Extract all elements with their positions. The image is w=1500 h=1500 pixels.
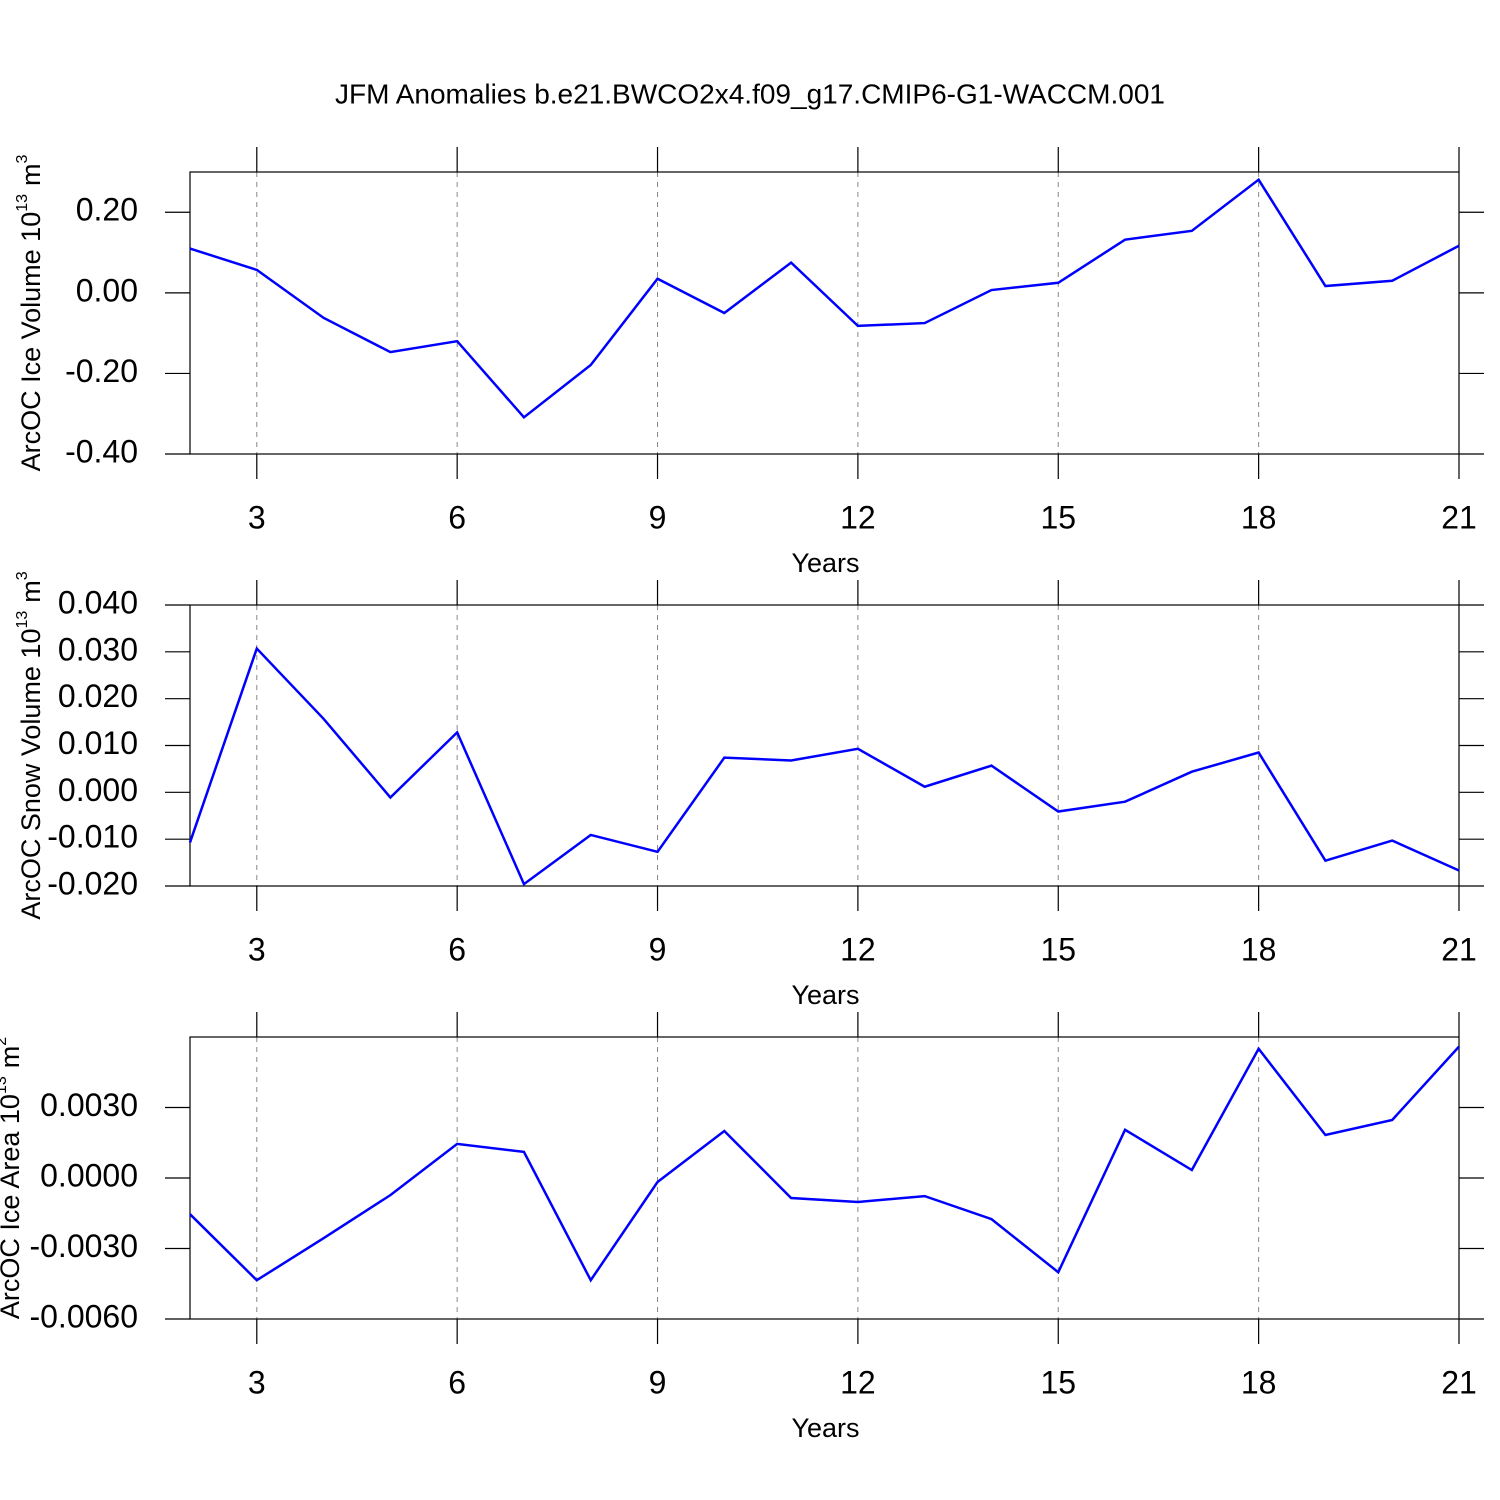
- x-tick-label: 9: [649, 499, 667, 535]
- y-axis-label-exponent: 13: [14, 194, 31, 212]
- y-tick-label: 0.0000: [40, 1157, 138, 1193]
- y-tick-label: 0.020: [58, 678, 138, 714]
- x-tick-label: 3: [248, 499, 266, 535]
- y-axis-label-unit: m: [0, 1046, 25, 1069]
- x-tick-label: 6: [448, 1364, 466, 1400]
- x-tick-label: 6: [448, 931, 466, 967]
- plot-frame: [189, 1036, 1460, 1320]
- x-tick-label: 21: [1441, 1364, 1477, 1400]
- x-tick-label: 12: [840, 499, 876, 535]
- y-axis-label-unit: m: [16, 580, 46, 603]
- x-tick-label: 15: [1040, 499, 1076, 535]
- y-axis-label: ArcOC Snow Volume 1013 m3: [14, 571, 46, 919]
- y-axis-label: ArcOC Ice Volume 1013 m3: [14, 154, 46, 471]
- x-axis-label: Years: [791, 980, 859, 1010]
- y-tick-label: -0.0060: [29, 1298, 138, 1334]
- y-axis-label: ArcOC Ice Area 1013 m2: [0, 1037, 25, 1319]
- x-tick-label: 9: [649, 1364, 667, 1400]
- x-tick-label: 18: [1241, 499, 1277, 535]
- x-tick-label: 15: [1040, 931, 1076, 967]
- y-tick-label: 0.20: [76, 192, 138, 228]
- y-axis-label-unit-exponent: 2: [0, 1037, 10, 1046]
- y-tick-label: 0.000: [58, 772, 138, 808]
- x-tick-label: 21: [1441, 499, 1477, 535]
- x-tick-label: 18: [1241, 931, 1277, 967]
- y-tick-label: -0.40: [65, 433, 138, 469]
- y-axis-label-unit-exponent: 3: [14, 571, 31, 580]
- plot-frame: [189, 171, 1460, 455]
- data-line: [188, 646, 1460, 887]
- x-tick-label: 6: [448, 499, 466, 535]
- x-tick-label: 12: [840, 1364, 876, 1400]
- y-tick-label: 0.040: [58, 584, 138, 620]
- x-tick-label: 3: [248, 931, 266, 967]
- y-axis-label-exponent: 13: [0, 1076, 10, 1094]
- y-axis-label-exponent: 13: [14, 611, 31, 629]
- x-tick-label: 21: [1441, 931, 1477, 967]
- y-tick-label: -0.20: [65, 353, 138, 389]
- y-tick-label: 0.0030: [40, 1087, 138, 1123]
- data-line: [189, 1045, 1460, 1283]
- y-axis-label-unit-exponent: 3: [14, 154, 31, 163]
- plot-frame: [189, 604, 1460, 887]
- y-axis-label-text: ArcOC Ice Volume 10: [16, 212, 46, 472]
- y-axis-label-text: ArcOC Snow Volume 10: [16, 629, 46, 920]
- x-tick-label: 15: [1040, 1364, 1076, 1400]
- y-tick-label: 0.030: [58, 631, 138, 667]
- y-axis-label-unit: m: [16, 163, 46, 186]
- x-tick-label: 3: [248, 1364, 266, 1400]
- x-tick-label: 12: [840, 931, 876, 967]
- x-tick-label: 18: [1241, 1364, 1277, 1400]
- y-tick-label: -0.020: [47, 865, 138, 901]
- y-tick-label: -0.010: [47, 819, 138, 855]
- data-line: [189, 177, 1460, 420]
- x-axis-label: Years: [791, 548, 859, 578]
- x-axis-label: Years: [791, 1413, 859, 1443]
- y-tick-label: 0.00: [76, 272, 138, 308]
- chart-title: JFM Anomalies b.e21.BWCO2x4.f09_g17.CMIP…: [335, 78, 1165, 109]
- y-tick-label: 0.010: [58, 725, 138, 761]
- x-tick-label: 9: [649, 931, 667, 967]
- y-tick-label: -0.0030: [29, 1228, 138, 1264]
- y-axis-label-text: ArcOC Ice Area 10: [0, 1094, 25, 1319]
